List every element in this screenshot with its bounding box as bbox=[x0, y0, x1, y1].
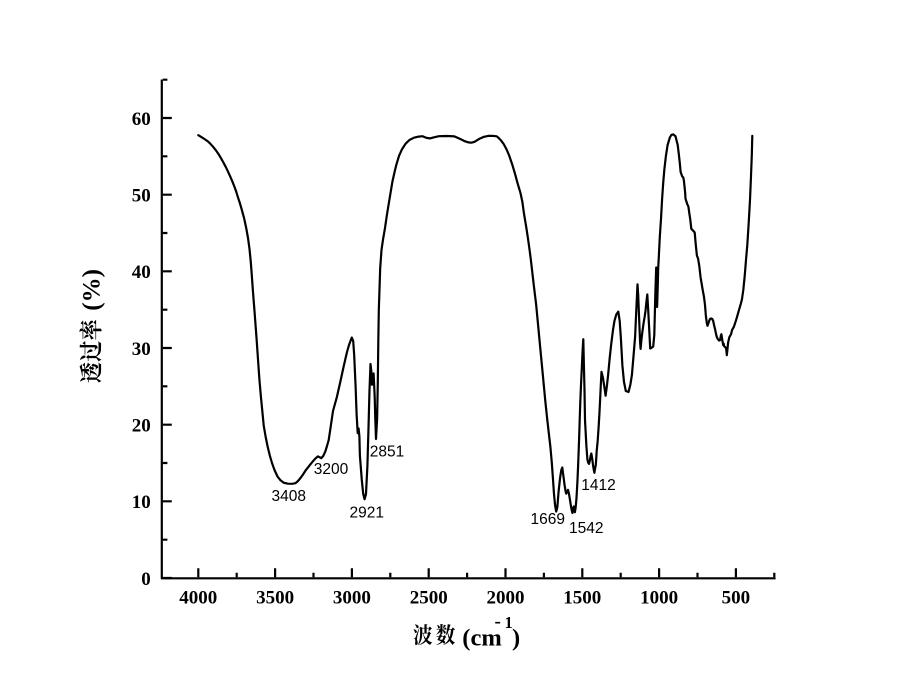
svg-text:): ) bbox=[512, 625, 520, 652]
svg-text:(: ( bbox=[462, 625, 470, 652]
svg-text:3200: 3200 bbox=[314, 461, 349, 478]
svg-text:40: 40 bbox=[132, 262, 151, 283]
svg-text:(%): (%) bbox=[79, 269, 106, 311]
svg-text:2000: 2000 bbox=[487, 588, 525, 609]
svg-text:1500: 1500 bbox=[563, 588, 601, 609]
svg-text:3408: 3408 bbox=[271, 488, 305, 505]
svg-text:0: 0 bbox=[141, 569, 151, 590]
svg-text:3500: 3500 bbox=[256, 588, 294, 609]
svg-text:4000: 4000 bbox=[179, 588, 217, 609]
svg-text:50: 50 bbox=[132, 186, 151, 207]
svg-text:1412: 1412 bbox=[581, 477, 615, 494]
svg-text:1: 1 bbox=[505, 613, 513, 632]
svg-text:2500: 2500 bbox=[410, 588, 448, 609]
svg-text:cm: cm bbox=[471, 625, 502, 652]
svg-text:20: 20 bbox=[132, 416, 151, 437]
svg-text:1542: 1542 bbox=[569, 520, 603, 537]
svg-text:2921: 2921 bbox=[349, 505, 383, 522]
svg-text:2851: 2851 bbox=[370, 444, 404, 461]
svg-text:1669: 1669 bbox=[531, 511, 565, 528]
svg-text:3000: 3000 bbox=[333, 588, 371, 609]
svg-text:10: 10 bbox=[132, 492, 151, 513]
svg-text:-: - bbox=[495, 611, 501, 632]
svg-text:60: 60 bbox=[132, 109, 151, 130]
svg-text:1000: 1000 bbox=[640, 588, 678, 609]
svg-text:500: 500 bbox=[722, 588, 751, 609]
svg-text:30: 30 bbox=[132, 339, 151, 360]
